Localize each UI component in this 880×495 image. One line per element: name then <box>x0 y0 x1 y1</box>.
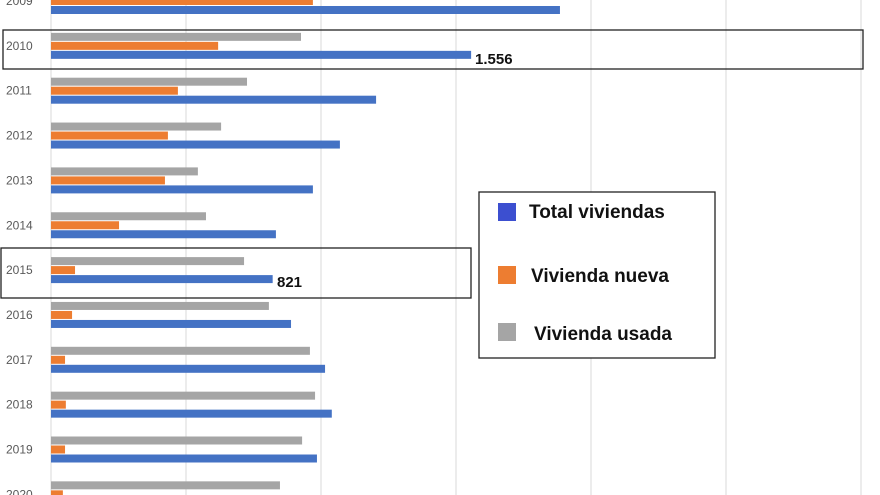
y-tick-label: 2019 <box>6 443 33 457</box>
y-tick-label: 2011 <box>6 84 32 98</box>
bar-vivienda-usada-2020 <box>51 481 280 490</box>
bar-total-viviendas-2019 <box>51 454 317 463</box>
bar-vivienda-usada-2011 <box>51 77 248 86</box>
bar-vivienda-nueva-2009 <box>51 0 313 5</box>
legend-label-usada: Vivienda usada <box>534 324 672 345</box>
legend-box <box>478 191 716 359</box>
bar-vivienda-usada-2013 <box>51 167 198 176</box>
bar-total-viviendas-2017 <box>51 364 326 373</box>
bar-total-viviendas-2016 <box>51 319 292 328</box>
bar-vivienda-nueva-2012 <box>51 131 168 140</box>
bar-total-viviendas-2009 <box>51 6 560 14</box>
bar-total-viviendas-2013 <box>51 185 313 194</box>
bar-vivienda-nueva-2020 <box>51 490 63 495</box>
bar-vivienda-nueva-2015 <box>51 266 76 275</box>
bar-vivienda-usada-2015 <box>51 257 245 266</box>
y-tick-label: 2012 <box>6 129 33 143</box>
bar-vivienda-nueva-2013 <box>51 176 165 185</box>
bar-total-viviendas-2011 <box>51 95 377 104</box>
legend-label-total: Total viviendas <box>529 202 665 223</box>
bar-vivienda-nueva-2010 <box>51 41 219 50</box>
bar-vivienda-usada-2018 <box>51 391 316 400</box>
legend: Total viviendas Vivienda nueva Vivienda … <box>478 191 716 359</box>
highlight-box-2010 <box>2 29 864 70</box>
bar-total-viviendas-2010 <box>51 50 472 59</box>
bar-vivienda-nueva-2016 <box>51 310 73 319</box>
bar-total-viviendas-2012 <box>51 140 340 149</box>
bar-vivienda-nueva-2014 <box>51 221 120 230</box>
y-tick-label: 2009 <box>6 0 33 8</box>
legend-label-nueva: Vivienda nueva <box>531 266 669 287</box>
y-tick-label: 2010 <box>6 39 33 53</box>
bar-vivienda-nueva-2017 <box>51 355 66 364</box>
y-tick-label: 2020 <box>6 487 33 495</box>
bar-vivienda-nueva-2018 <box>51 400 66 409</box>
bar-vivienda-usada-2016 <box>51 301 269 310</box>
bar-vivienda-usada-2014 <box>51 212 206 221</box>
bar-total-viviendas-2018 <box>51 409 332 418</box>
bar-vivienda-nueva-2019 <box>51 445 66 454</box>
bar-vivienda-usada-2010 <box>51 32 302 41</box>
legend-swatch-nueva <box>498 266 516 284</box>
y-tick-label: 2016 <box>6 308 33 322</box>
bar-vivienda-usada-2017 <box>51 346 310 355</box>
bar-total-viviendas-2014 <box>51 230 276 239</box>
y-tick-label: 2017 <box>6 353 33 367</box>
y-tick-label: 2013 <box>6 173 33 187</box>
annotation-2015: 821 <box>277 274 302 291</box>
y-tick-label: 2018 <box>6 398 33 412</box>
bar-total-viviendas-2015 <box>51 275 273 284</box>
y-tick-label: 2015 <box>6 263 33 277</box>
highlight-box-2015 <box>0 247 472 299</box>
bar-vivienda-nueva-2011 <box>51 86 178 95</box>
annotation-2010: 1.556 <box>475 51 513 68</box>
legend-swatch-usada <box>498 323 516 341</box>
bar-vivienda-usada-2019 <box>51 436 303 445</box>
bar-vivienda-usada-2012 <box>51 122 222 131</box>
legend-swatch-total <box>498 203 516 221</box>
y-tick-label: 2014 <box>6 218 33 232</box>
